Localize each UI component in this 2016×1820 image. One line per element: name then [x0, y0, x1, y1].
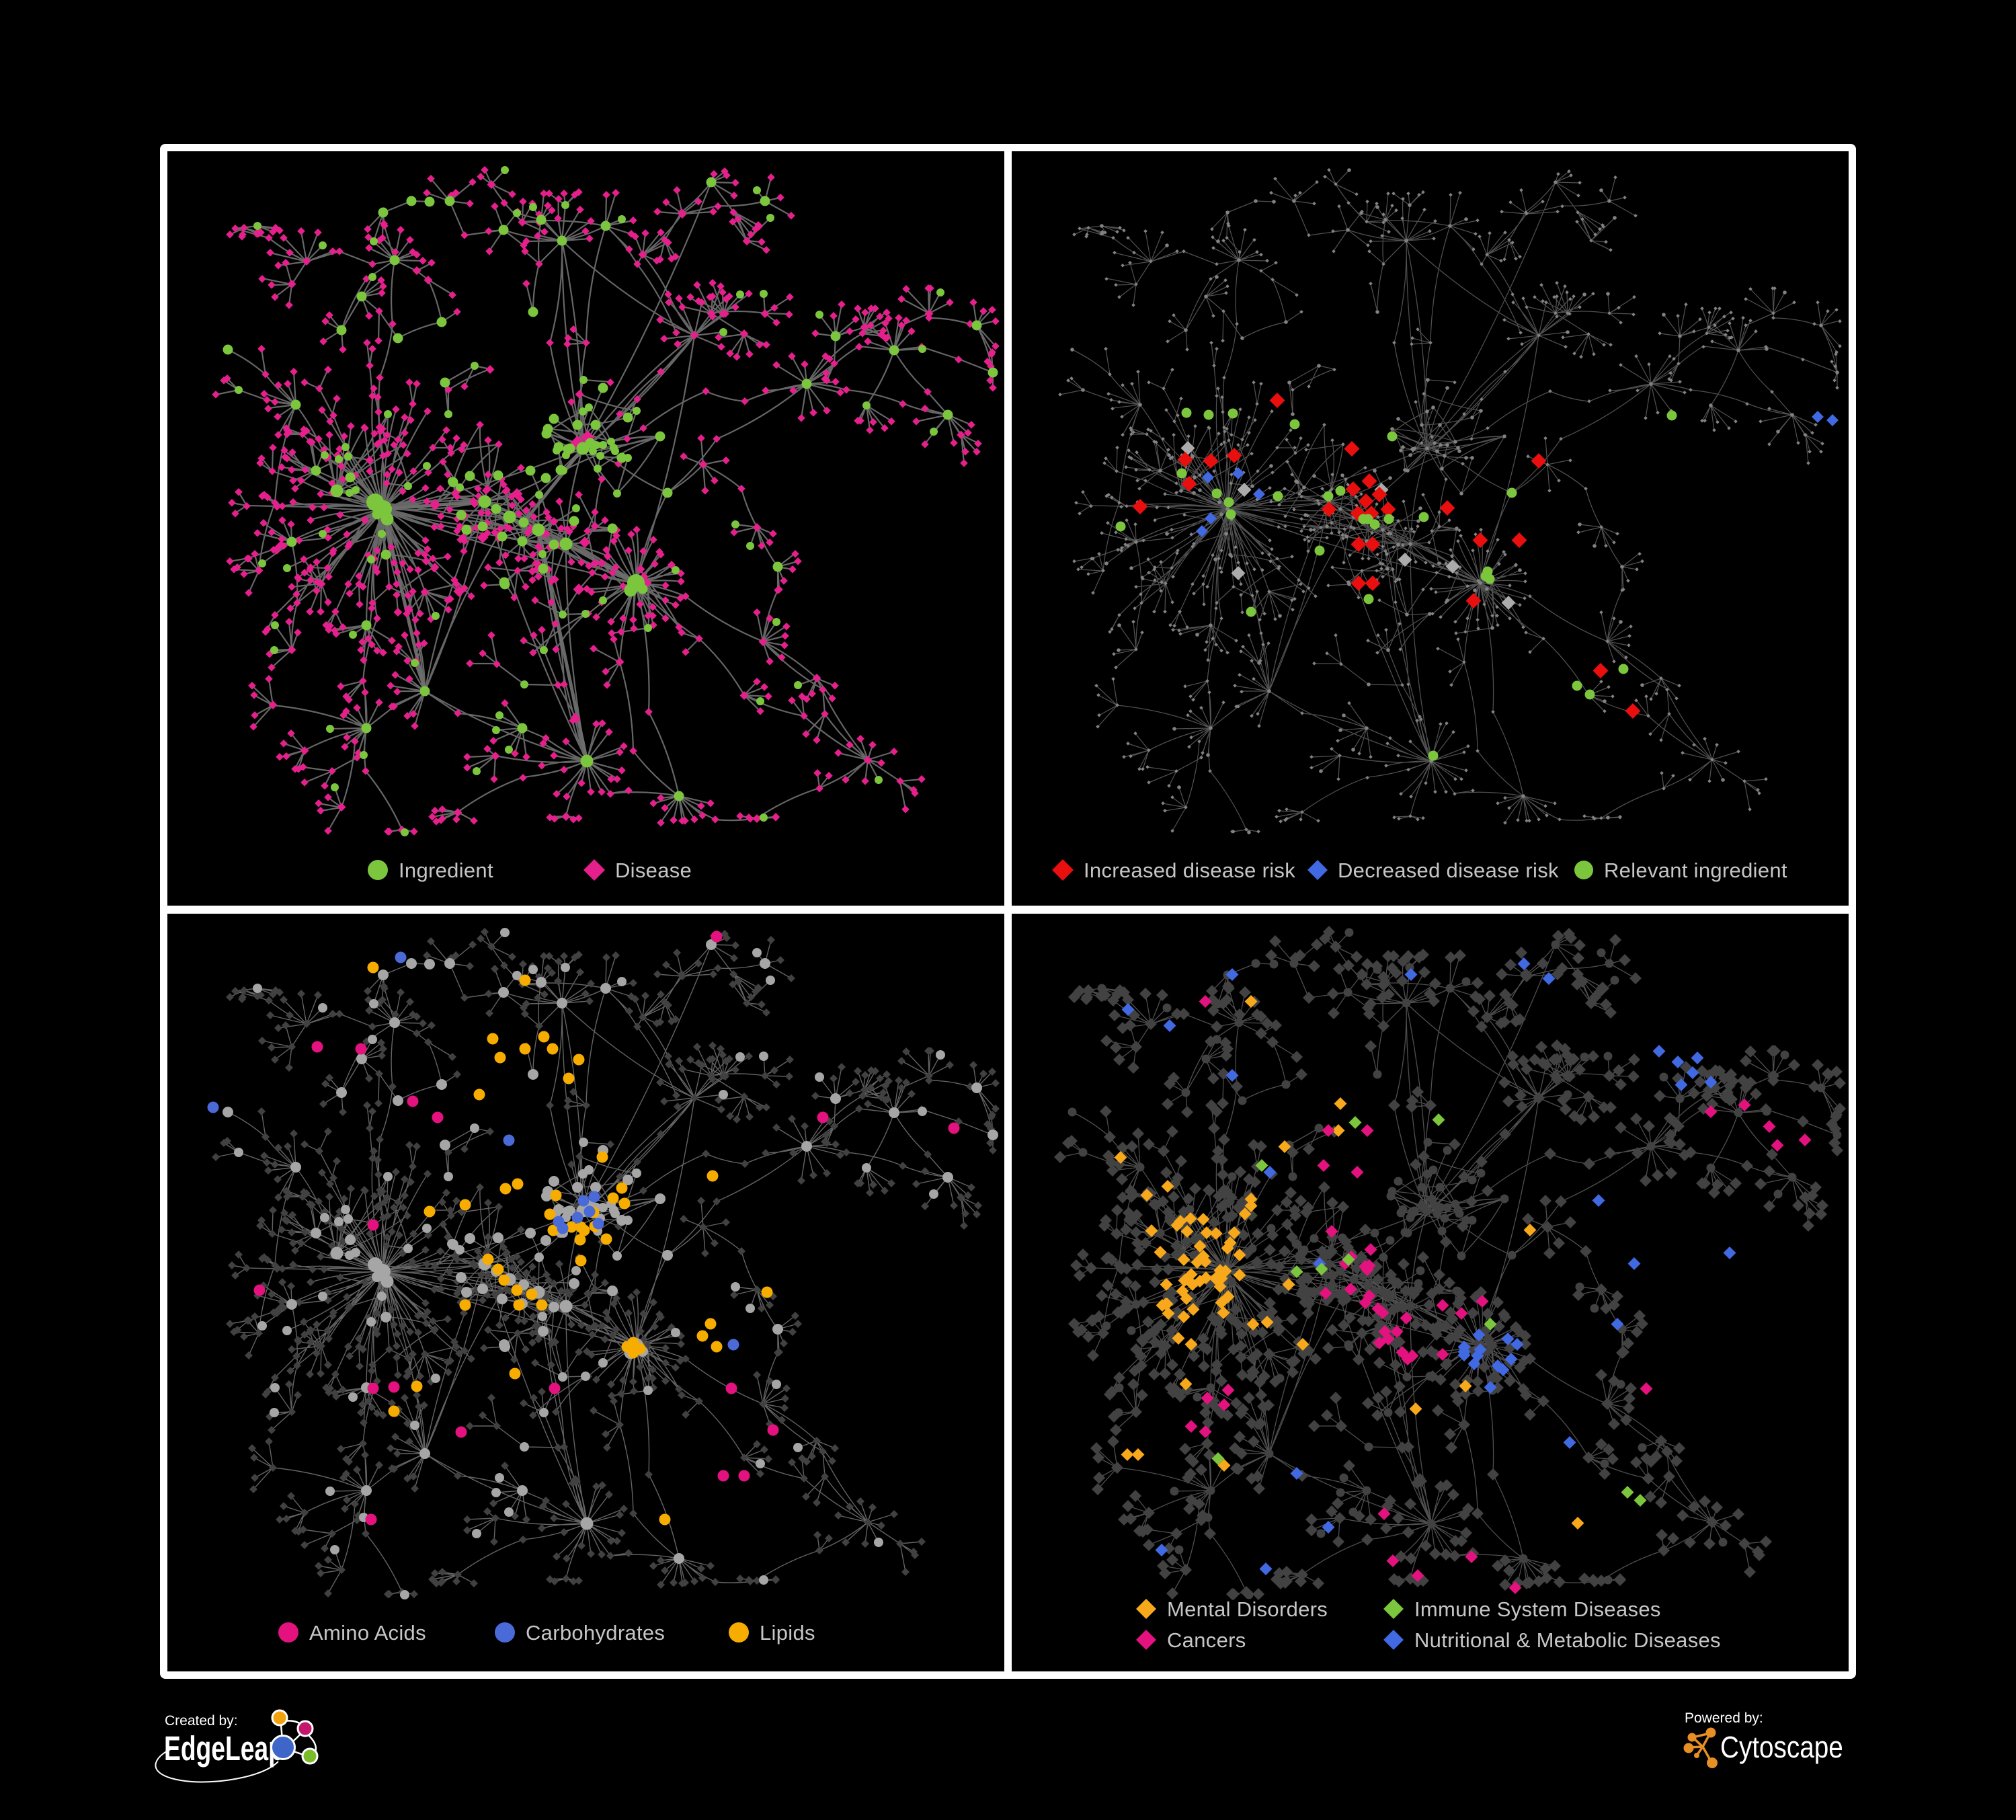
svg-text:Mental Disorders: Mental Disorders — [1167, 1597, 1328, 1621]
svg-text:Decreased disease risk: Decreased disease risk — [1338, 859, 1559, 882]
svg-text:Cancers: Cancers — [1167, 1628, 1246, 1652]
svg-text:Disease: Disease — [615, 859, 692, 882]
svg-text:Immune System Diseases: Immune System Diseases — [1414, 1597, 1661, 1621]
svg-text:Nutritional & Metabolic Diseas: Nutritional & Metabolic Diseases — [1414, 1628, 1721, 1652]
svg-text:Created by:: Created by: — [165, 1713, 238, 1729]
svg-text:Lipids: Lipids — [760, 1621, 815, 1645]
svg-text:Ingredient: Ingredient — [399, 859, 493, 882]
svg-text:Carbohydrates: Carbohydrates — [526, 1621, 665, 1645]
svg-text:Amino Acids: Amino Acids — [309, 1621, 426, 1645]
svg-text:Cytoscape: Cytoscape — [1720, 1730, 1843, 1764]
svg-text:Increased disease risk: Increased disease risk — [1084, 859, 1295, 882]
svg-text:Powered by:: Powered by: — [1685, 1710, 1763, 1726]
svg-text:EdgeLeap: EdgeLeap — [164, 1730, 284, 1768]
svg-text:Relevant ingredient: Relevant ingredient — [1604, 859, 1787, 882]
